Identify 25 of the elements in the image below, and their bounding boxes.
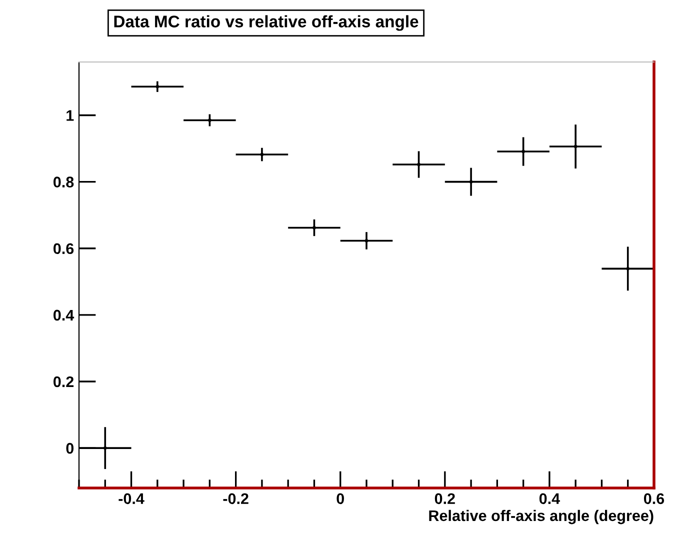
point bbox=[469, 180, 473, 184]
point bbox=[417, 162, 421, 166]
point bbox=[103, 446, 107, 450]
chart-title: Data MC ratio vs relative off-axis angle bbox=[114, 15, 418, 31]
point bbox=[312, 226, 316, 230]
point bbox=[364, 238, 368, 242]
point bbox=[626, 266, 630, 270]
y-tick-label: 0.4 bbox=[54, 310, 74, 321]
x-tick-label: 0.2 bbox=[434, 493, 455, 504]
point bbox=[522, 150, 526, 154]
y-tick-label: 0.8 bbox=[54, 176, 74, 188]
point bbox=[260, 152, 264, 156]
y-tick-label: 1 bbox=[66, 110, 74, 121]
point bbox=[574, 144, 578, 148]
x-tick-label: 0.4 bbox=[539, 493, 560, 504]
x-tick-label: -0.2 bbox=[223, 493, 248, 504]
y-tick-label: 0.2 bbox=[54, 376, 74, 388]
x-axis-title: Relative off-axis angle (degree) bbox=[429, 510, 654, 524]
point bbox=[156, 84, 160, 88]
y-tick-label: 0 bbox=[66, 442, 74, 454]
y-tick-label: 0.6 bbox=[54, 243, 74, 254]
x-tick-label: 0.6 bbox=[644, 493, 664, 504]
x-tick-label: -0.4 bbox=[118, 493, 144, 504]
x-tick-label: 0 bbox=[336, 493, 344, 504]
point bbox=[208, 118, 212, 122]
